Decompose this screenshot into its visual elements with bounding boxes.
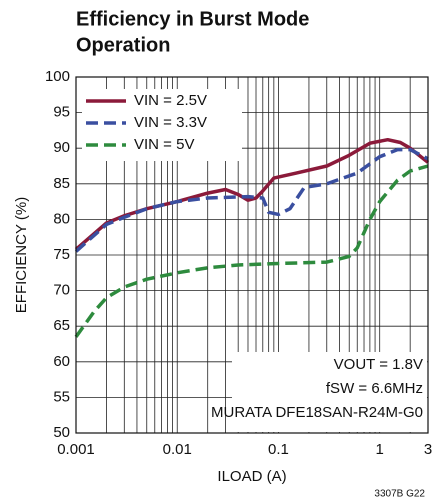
y-tick-label: 85 [53, 175, 70, 192]
annotation: VOUT = 1.8V [334, 356, 423, 373]
y-tick-label: 70 [53, 282, 70, 299]
y-tick-label: 100 [45, 68, 70, 85]
x-tick-label: 1 [376, 441, 384, 458]
x-tick-label: 0.01 [163, 441, 192, 458]
x-axis-label: ILOAD (A) [217, 468, 286, 485]
legend-label: VIN = 5V [134, 136, 194, 153]
annotation: MURATA DFE18SAN-R24M-G0 [211, 404, 423, 421]
chart-title: Operation [76, 34, 170, 56]
legend-label: VIN = 2.5V [134, 92, 207, 109]
series-line [74, 164, 429, 338]
x-tick-label: 0.1 [268, 441, 289, 458]
x-tick-label: 0.001 [57, 441, 95, 458]
series-line [74, 147, 429, 253]
x-tick-label: 3 [424, 441, 432, 458]
annotation-box [232, 352, 427, 432]
chart-title: Efficiency in Burst Mode [76, 8, 309, 30]
y-tick-label: 55 [53, 388, 70, 405]
footnote: 3307B G22 [374, 489, 425, 500]
y-tick-label: 60 [53, 353, 70, 370]
y-axis-label: EFFICIENCY (%) [13, 197, 30, 313]
y-tick-label: 95 [53, 104, 70, 121]
y-tick-label: 90 [53, 139, 70, 156]
y-tick-label: 50 [53, 424, 70, 441]
plot-frame [75, 76, 429, 434]
y-tick-label: 65 [53, 317, 70, 334]
series-line [74, 137, 430, 251]
y-tick-label: 80 [53, 210, 70, 227]
annotation: fSW = 6.6MHz [326, 380, 423, 397]
legend-label: VIN = 3.3V [134, 114, 207, 131]
y-tick-label: 75 [53, 246, 70, 263]
